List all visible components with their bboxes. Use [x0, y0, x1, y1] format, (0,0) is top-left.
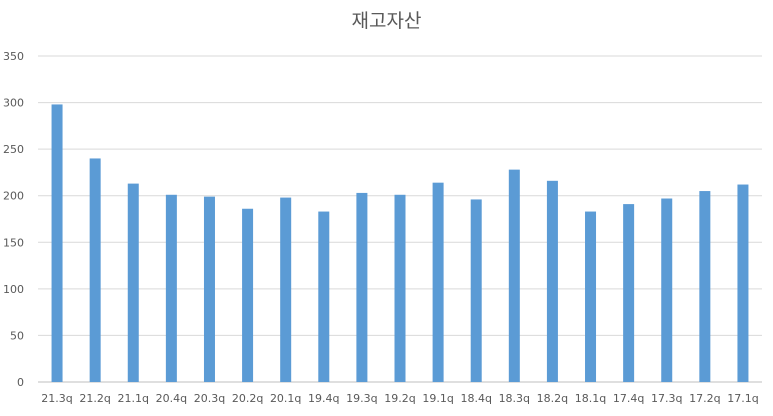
x-tick-label: 18.1q [575, 392, 606, 405]
x-tick-label: 21.2q [79, 392, 110, 405]
x-tick-label: 17.1q [727, 392, 758, 405]
x-tick-label: 20.4q [156, 392, 187, 405]
bars [51, 104, 749, 382]
x-tick-label: 20.2q [232, 392, 263, 405]
bar [661, 198, 673, 382]
x-tick-label: 21.1q [118, 392, 149, 405]
x-tick-label: 17.4q [613, 392, 644, 405]
bar [585, 211, 597, 382]
bar [127, 183, 139, 382]
bar [623, 204, 635, 382]
x-axis-ticks: 21.3q 21.2q 21.1q 20.4q 20.3q 20.2q 20.1q 19.4q… [41, 392, 758, 405]
bar [318, 211, 330, 382]
bar [51, 104, 63, 382]
x-tick-label: 17.2q [689, 392, 720, 405]
x-tick-label: 17.3q [651, 392, 682, 405]
bar [203, 196, 215, 382]
y-tick-label: 200 [3, 190, 24, 203]
bar [737, 184, 749, 382]
x-tick-label: 19.4q [308, 392, 339, 405]
bar [432, 182, 444, 382]
chart-title: 재고자산 [351, 10, 422, 32]
x-tick-label: 18.3q [499, 392, 530, 405]
y-tick-label: 300 [3, 97, 24, 110]
bar [280, 197, 292, 382]
bar [470, 199, 482, 382]
bar [165, 194, 177, 382]
x-tick-label: 19.3q [346, 392, 377, 405]
x-tick-label: 19.2q [384, 392, 415, 405]
x-tick-label: 20.3q [194, 392, 225, 405]
x-tick-label: 20.1q [270, 392, 301, 405]
bar [356, 192, 368, 382]
y-tick-label: 150 [3, 236, 24, 249]
bar [89, 158, 101, 382]
bar [699, 191, 711, 382]
y-tick-label: 0 [17, 376, 24, 389]
bar [546, 180, 558, 382]
bar [394, 194, 406, 382]
bar [508, 169, 520, 382]
x-tick-label: 19.1q [422, 392, 453, 405]
y-tick-label: 100 [3, 283, 24, 296]
x-tick-label: 18.2q [537, 392, 568, 405]
bar [242, 208, 254, 382]
y-tick-label: 50 [10, 329, 24, 342]
y-axis-ticks: 0 50 100 150 200 250 300 350 [3, 50, 24, 389]
x-tick-label: 18.4q [460, 392, 491, 405]
y-tick-label: 250 [3, 143, 24, 156]
x-tick-label: 21.3q [41, 392, 72, 405]
y-tick-label: 350 [3, 50, 24, 63]
